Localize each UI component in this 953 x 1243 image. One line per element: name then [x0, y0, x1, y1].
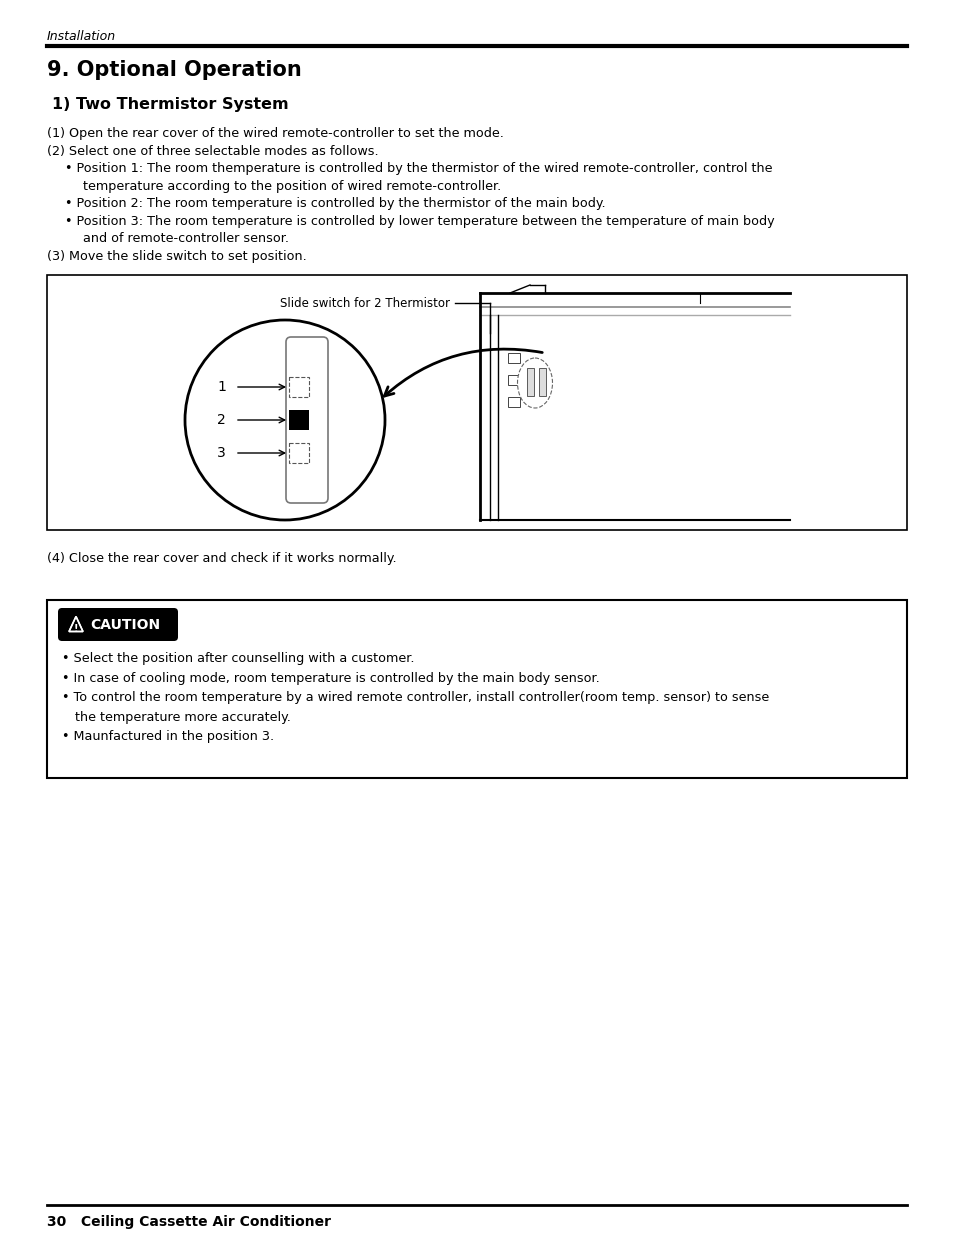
Circle shape	[185, 319, 385, 520]
Text: (4) Close the rear cover and check if it works normally.: (4) Close the rear cover and check if it…	[47, 552, 396, 566]
Text: !: !	[73, 624, 78, 634]
Text: (3) Move the slide switch to set position.: (3) Move the slide switch to set positio…	[47, 250, 307, 262]
Text: CAUTION: CAUTION	[90, 618, 160, 631]
Text: • To control the room temperature by a wired remote controller, install controll: • To control the room temperature by a w…	[62, 691, 768, 704]
Text: • Position 1: The room themperature is controlled by the thermistor of the wired: • Position 1: The room themperature is c…	[65, 162, 772, 175]
Bar	[507, 375, 519, 385]
Bar	[526, 368, 534, 397]
Text: 9. Optional Operation: 9. Optional Operation	[47, 60, 301, 80]
Bar	[507, 353, 519, 363]
Text: temperature according to the position of wired remote-controller.: temperature according to the position of…	[83, 179, 500, 193]
Text: (2) Select one of three selectable modes as follows.: (2) Select one of three selectable modes…	[47, 144, 378, 158]
Text: • Position 3: The room temperature is controlled by lower temperature between th: • Position 3: The room temperature is co…	[65, 215, 774, 227]
Text: • Position 2: The room temperature is controlled by the thermistor of the main b: • Position 2: The room temperature is co…	[65, 196, 605, 210]
Polygon shape	[69, 617, 83, 631]
Text: Slide switch for 2 Thermistor: Slide switch for 2 Thermistor	[280, 297, 450, 310]
Text: • Maunfactured in the position 3.: • Maunfactured in the position 3.	[62, 730, 274, 743]
Bar	[507, 397, 519, 406]
FancyBboxPatch shape	[58, 608, 178, 641]
Bar	[538, 368, 545, 397]
Text: • In case of cooling mode, room temperature is controlled by the main body senso: • In case of cooling mode, room temperat…	[62, 671, 599, 685]
Text: 30   Ceiling Cassette Air Conditioner: 30 Ceiling Cassette Air Conditioner	[47, 1214, 331, 1229]
Text: • Select the position after counselling with a customer.: • Select the position after counselling …	[62, 653, 414, 665]
Text: 3: 3	[216, 446, 226, 460]
FancyBboxPatch shape	[286, 337, 328, 503]
Bar	[47, 275, 906, 530]
Bar	[289, 443, 309, 462]
Bar	[47, 600, 906, 778]
Text: and of remote-controller sensor.: and of remote-controller sensor.	[83, 232, 289, 245]
Text: Installation: Installation	[47, 30, 116, 44]
Text: 1: 1	[216, 380, 226, 394]
Text: 1) Two Thermistor System: 1) Two Thermistor System	[52, 97, 289, 112]
Text: the temperature more accurately.: the temperature more accurately.	[75, 711, 291, 723]
Bar	[289, 410, 309, 430]
Text: (1) Open the rear cover of the wired remote-controller to set the mode.: (1) Open the rear cover of the wired rem…	[47, 127, 503, 140]
Bar	[289, 377, 309, 397]
Ellipse shape	[517, 358, 552, 408]
Text: 2: 2	[216, 413, 226, 428]
